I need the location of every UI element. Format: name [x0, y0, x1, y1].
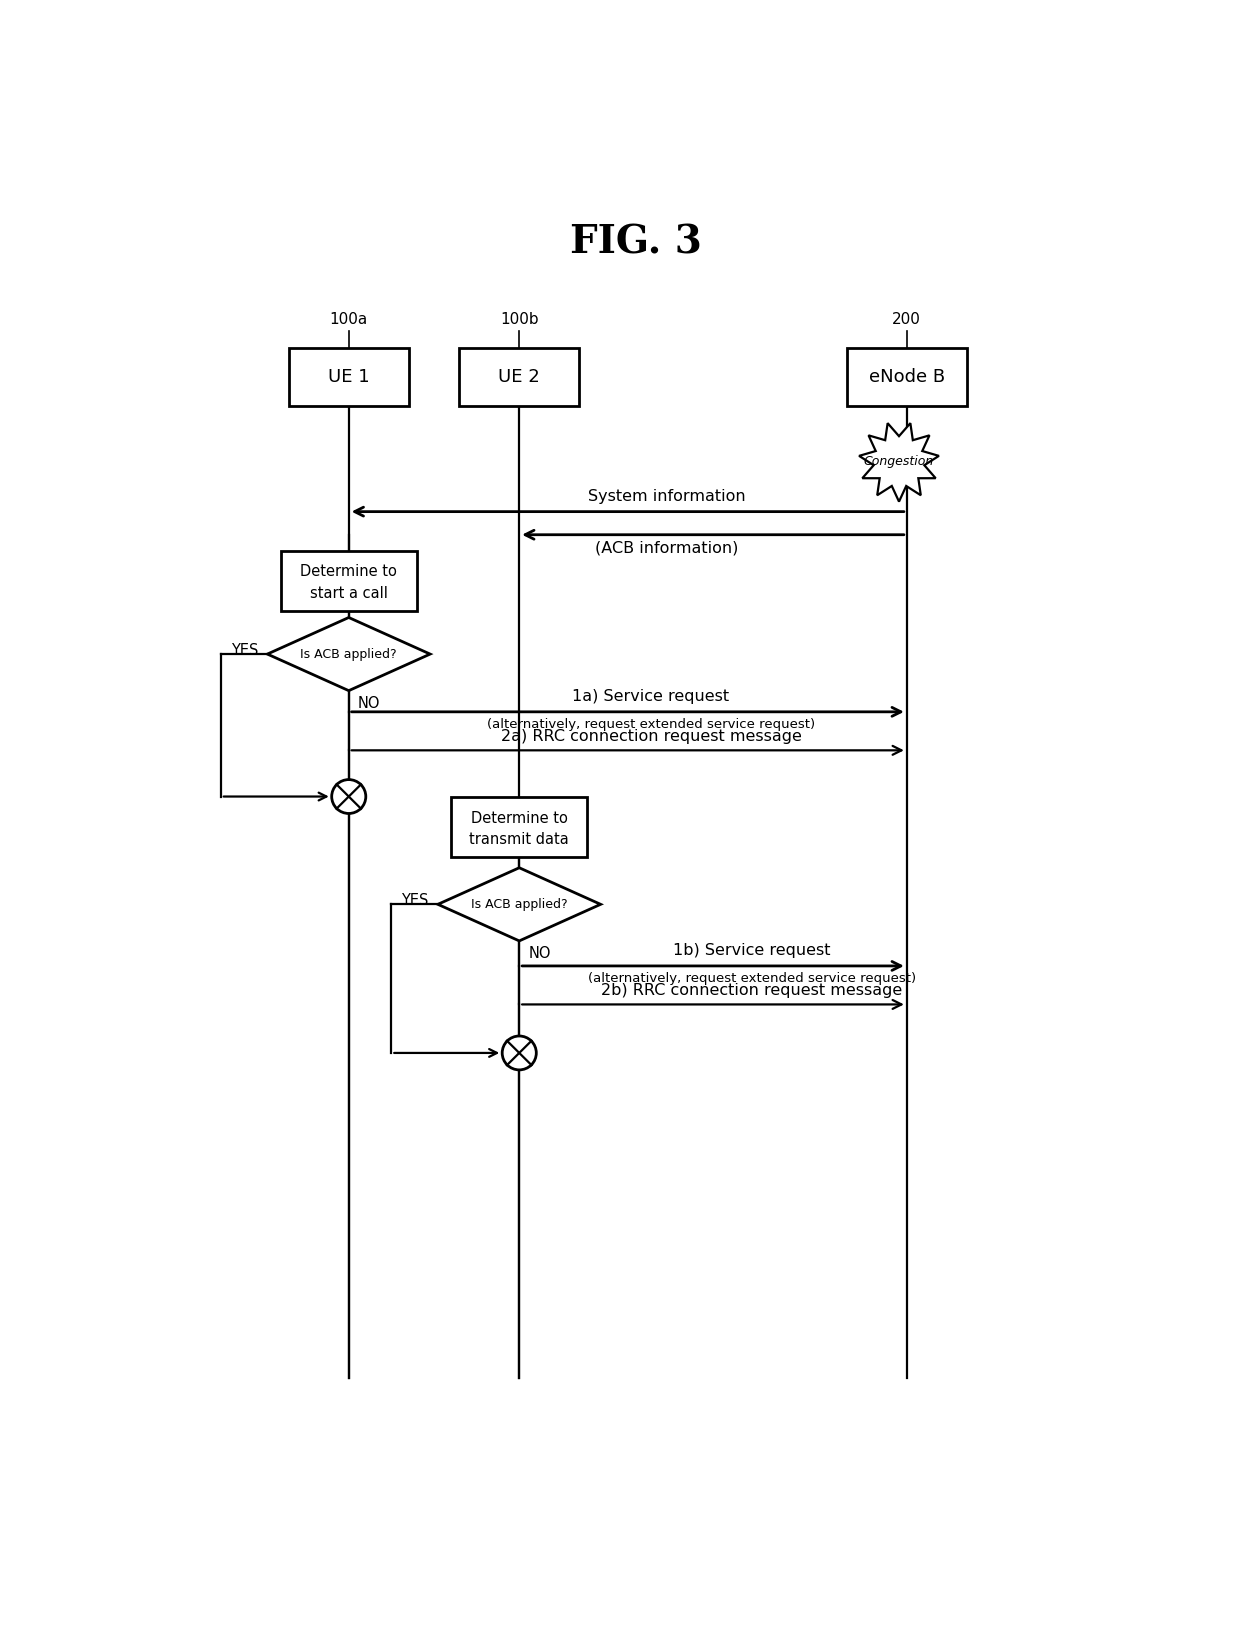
- Text: YES: YES: [402, 894, 429, 909]
- Text: NO: NO: [358, 695, 381, 710]
- Text: 100a: 100a: [330, 312, 368, 327]
- FancyBboxPatch shape: [289, 349, 409, 406]
- Text: Is ACB applied?: Is ACB applied?: [471, 897, 568, 910]
- Text: (alternatively, request extended service request): (alternatively, request extended service…: [487, 719, 815, 730]
- Text: 1a) Service request: 1a) Service request: [573, 689, 729, 704]
- Text: Is ACB applied?: Is ACB applied?: [300, 648, 397, 661]
- Text: (ACB information): (ACB information): [595, 540, 738, 555]
- Text: FIG. 3: FIG. 3: [569, 223, 702, 261]
- Text: 2b) RRC connection request message: 2b) RRC connection request message: [601, 983, 903, 998]
- Circle shape: [502, 1036, 536, 1070]
- Text: transmit data: transmit data: [470, 833, 569, 847]
- Text: eNode B: eNode B: [869, 368, 945, 387]
- FancyBboxPatch shape: [847, 349, 967, 406]
- Text: System information: System information: [588, 489, 745, 504]
- Text: UE 1: UE 1: [327, 368, 370, 387]
- Text: 1b) Service request: 1b) Service request: [673, 943, 831, 958]
- Polygon shape: [438, 867, 600, 942]
- Text: Determine to: Determine to: [300, 565, 397, 580]
- Text: 200: 200: [893, 312, 921, 327]
- Text: Determine to: Determine to: [471, 811, 568, 826]
- Text: UE 2: UE 2: [498, 368, 541, 387]
- Text: start a call: start a call: [310, 586, 388, 601]
- Text: NO: NO: [528, 947, 551, 961]
- Text: Congestion: Congestion: [864, 454, 934, 468]
- Polygon shape: [268, 618, 430, 691]
- Text: 2a) RRC connection request message: 2a) RRC connection request message: [501, 729, 801, 743]
- Text: 100b: 100b: [500, 312, 538, 327]
- Text: YES: YES: [231, 643, 258, 657]
- Circle shape: [332, 780, 366, 813]
- FancyBboxPatch shape: [459, 349, 579, 406]
- FancyBboxPatch shape: [451, 798, 587, 857]
- Text: (alternatively, request extended service request): (alternatively, request extended service…: [588, 971, 916, 985]
- Polygon shape: [859, 423, 939, 502]
- FancyBboxPatch shape: [281, 550, 417, 611]
